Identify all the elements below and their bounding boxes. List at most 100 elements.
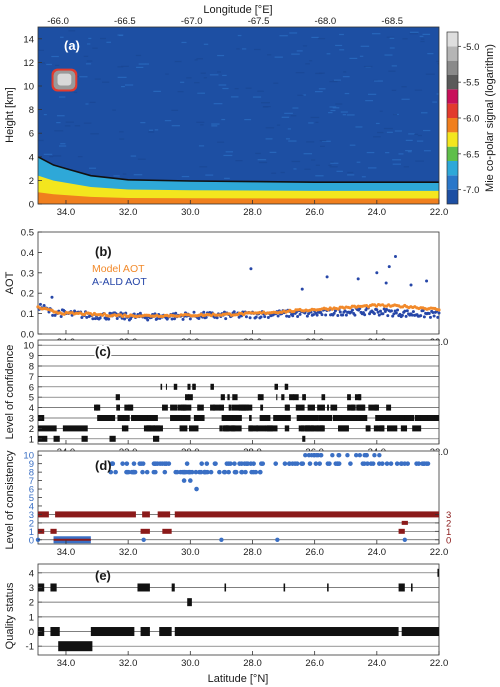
level-segment	[53, 435, 60, 442]
a-ald-point	[311, 313, 315, 317]
a-ald-point	[291, 314, 295, 318]
noise-speck	[339, 49, 345, 51]
level-segment	[274, 383, 278, 390]
level-segment	[231, 404, 240, 411]
consistency-dot	[314, 453, 319, 458]
noise-speck	[389, 37, 395, 39]
level-segment	[241, 404, 249, 411]
colorbar-segment	[447, 75, 458, 90]
a-ald-point	[389, 309, 393, 313]
noise-speck	[336, 170, 343, 172]
noise-speck	[119, 138, 125, 140]
consistency-dot	[259, 461, 264, 466]
noise-speck	[315, 175, 324, 177]
y-tick-label: 4	[29, 152, 34, 163]
consistency-dot	[163, 461, 169, 466]
y-tick-label: 0.5	[21, 228, 34, 239]
level-segment	[170, 415, 186, 421]
level-segment	[160, 383, 163, 390]
top-tick-label: -67.0	[181, 16, 203, 27]
noise-speck	[186, 77, 192, 79]
y-tick-label-right: 0	[446, 535, 451, 546]
a-ald-point	[382, 307, 386, 311]
noise-speck	[267, 54, 272, 56]
noise-speck	[257, 159, 267, 161]
quality-marks	[38, 568, 439, 652]
level-segment	[189, 425, 199, 432]
consistency-dot	[110, 461, 115, 466]
a-ald-point	[372, 312, 376, 316]
cloud	[51, 68, 78, 92]
x-tick-label: 28.0	[243, 658, 262, 669]
noise-speck	[415, 160, 424, 162]
a-ald-outlier	[387, 265, 391, 269]
noise-speck	[265, 138, 273, 140]
a-ald-point	[315, 313, 319, 317]
noise-speck	[285, 138, 290, 140]
level-segment	[123, 415, 130, 421]
y-tick-label: 5	[29, 393, 34, 404]
noise-speck	[254, 48, 261, 51]
noise-speck	[335, 103, 343, 105]
colorbar-segment	[447, 60, 458, 75]
y-tick-label: 0	[29, 535, 34, 546]
consistency-dot	[194, 486, 199, 492]
noise-speck	[290, 115, 297, 117]
noise-speck	[347, 174, 355, 176]
noise-speck	[436, 60, 439, 63]
level-segment	[137, 583, 150, 592]
consistency-dot	[222, 469, 228, 475]
level-segment	[334, 415, 345, 421]
noise-speck	[60, 36, 64, 38]
noise-speck	[112, 109, 116, 111]
a-ald-point	[386, 314, 390, 318]
noise-speck	[355, 126, 363, 128]
consistency-dot	[219, 537, 224, 542]
level-segment	[341, 415, 357, 421]
noise-speck	[235, 160, 243, 162]
level-segment	[259, 394, 264, 401]
consistency-dot	[124, 461, 130, 466]
noise-speck	[365, 100, 373, 102]
level-segment	[358, 394, 362, 401]
level-segment	[197, 404, 204, 411]
noise-speck	[398, 153, 404, 155]
consistency-dot	[132, 469, 138, 475]
colorbar-segment	[447, 118, 458, 133]
level-segment	[181, 415, 191, 421]
level-segment	[193, 383, 196, 390]
y-tick-label-right: 3	[446, 510, 451, 521]
consistency-dot	[204, 461, 210, 466]
a-ald-point	[38, 302, 42, 306]
boundary-layer-top-line	[38, 156, 439, 183]
a-ald-point	[188, 317, 192, 321]
level-segment	[223, 425, 234, 432]
level-segment	[224, 583, 227, 592]
noise-speck	[83, 55, 89, 57]
level-segment	[296, 415, 311, 421]
top-tick-label: -66.5	[114, 16, 136, 27]
noise-speck	[138, 63, 146, 65]
noise-speck	[342, 76, 350, 78]
a-ald-point	[138, 311, 142, 315]
noise-speck	[200, 72, 206, 74]
level-segment	[140, 528, 150, 534]
noise-speck	[297, 94, 304, 96]
noise-speck	[422, 33, 431, 35]
noise-speck	[319, 72, 325, 74]
consistency-dot	[226, 469, 231, 475]
a-ald-point	[173, 317, 177, 321]
noise-speck	[230, 96, 239, 98]
noise-speck	[423, 150, 431, 152]
a-ald-outlier	[393, 254, 397, 258]
noise-speck	[330, 161, 334, 163]
consistency-dot	[253, 469, 259, 475]
a-ald-point	[410, 313, 414, 317]
a-ald-point	[419, 314, 423, 318]
a-ald-point	[394, 311, 398, 315]
colorbar-label: Mie co-polar signal (logarithm)	[484, 44, 496, 192]
level-segment	[115, 394, 120, 401]
noise-speck	[339, 33, 344, 36]
level-segment	[140, 627, 150, 637]
